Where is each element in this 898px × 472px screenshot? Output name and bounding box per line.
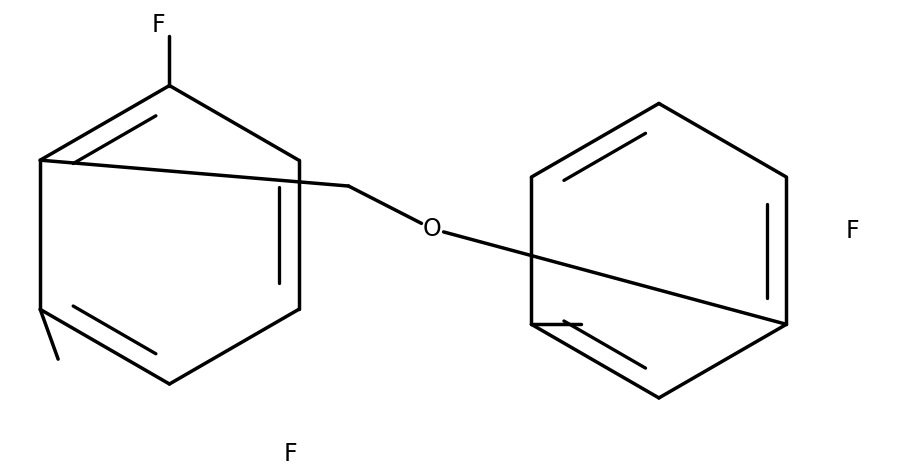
Text: F: F — [284, 442, 297, 466]
Text: F: F — [152, 13, 165, 37]
Text: F: F — [846, 219, 859, 243]
Text: O: O — [423, 217, 442, 241]
